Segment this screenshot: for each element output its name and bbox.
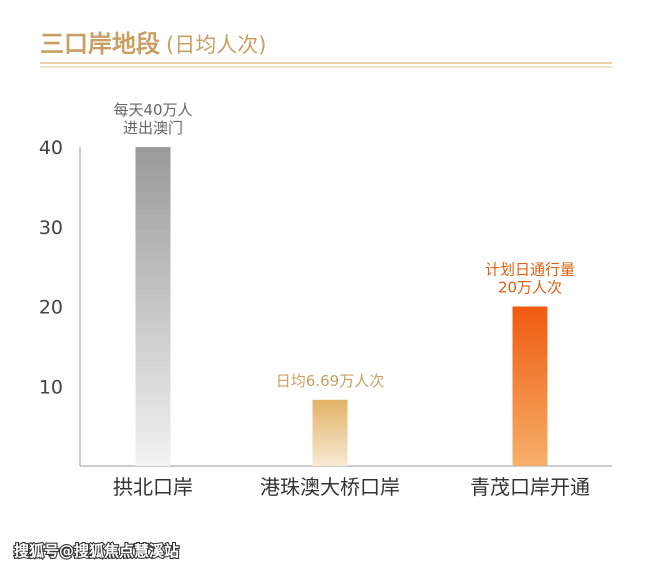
y-tick-label: 10 bbox=[39, 376, 63, 398]
bar-annotation: 20万人次 bbox=[498, 279, 562, 297]
bar-annotation: 计划日通行量 bbox=[485, 261, 575, 279]
category-label: 青茂口岸开通 bbox=[470, 475, 590, 499]
bar-annotation: 日均6.69万人次 bbox=[276, 372, 384, 390]
y-tick-label: 20 bbox=[39, 297, 63, 319]
y-tick-label: 40 bbox=[39, 137, 63, 159]
category-labels: 拱北口岸 港珠澳大桥口岸 青茂口岸开通 bbox=[113, 475, 590, 499]
bar bbox=[312, 399, 348, 466]
watermark: 搜狐号@搜狐焦点慧溪站 bbox=[14, 542, 179, 560]
bar-annotation: 进出澳门 bbox=[123, 119, 183, 137]
category-label: 拱北口岸 bbox=[113, 475, 193, 499]
chart-subtitle: (日均人次) bbox=[166, 33, 266, 57]
category-label: 港珠澳大桥口岸 bbox=[260, 475, 400, 499]
bar bbox=[512, 306, 548, 466]
y-tick-label: 30 bbox=[39, 217, 63, 239]
bars bbox=[135, 147, 548, 466]
bar bbox=[135, 147, 171, 466]
chart-title: 三口岸地段 bbox=[40, 30, 160, 58]
y-tick-labels: 10 20 30 40 bbox=[39, 137, 63, 398]
bar-annotation: 每天40万人 bbox=[113, 101, 192, 119]
